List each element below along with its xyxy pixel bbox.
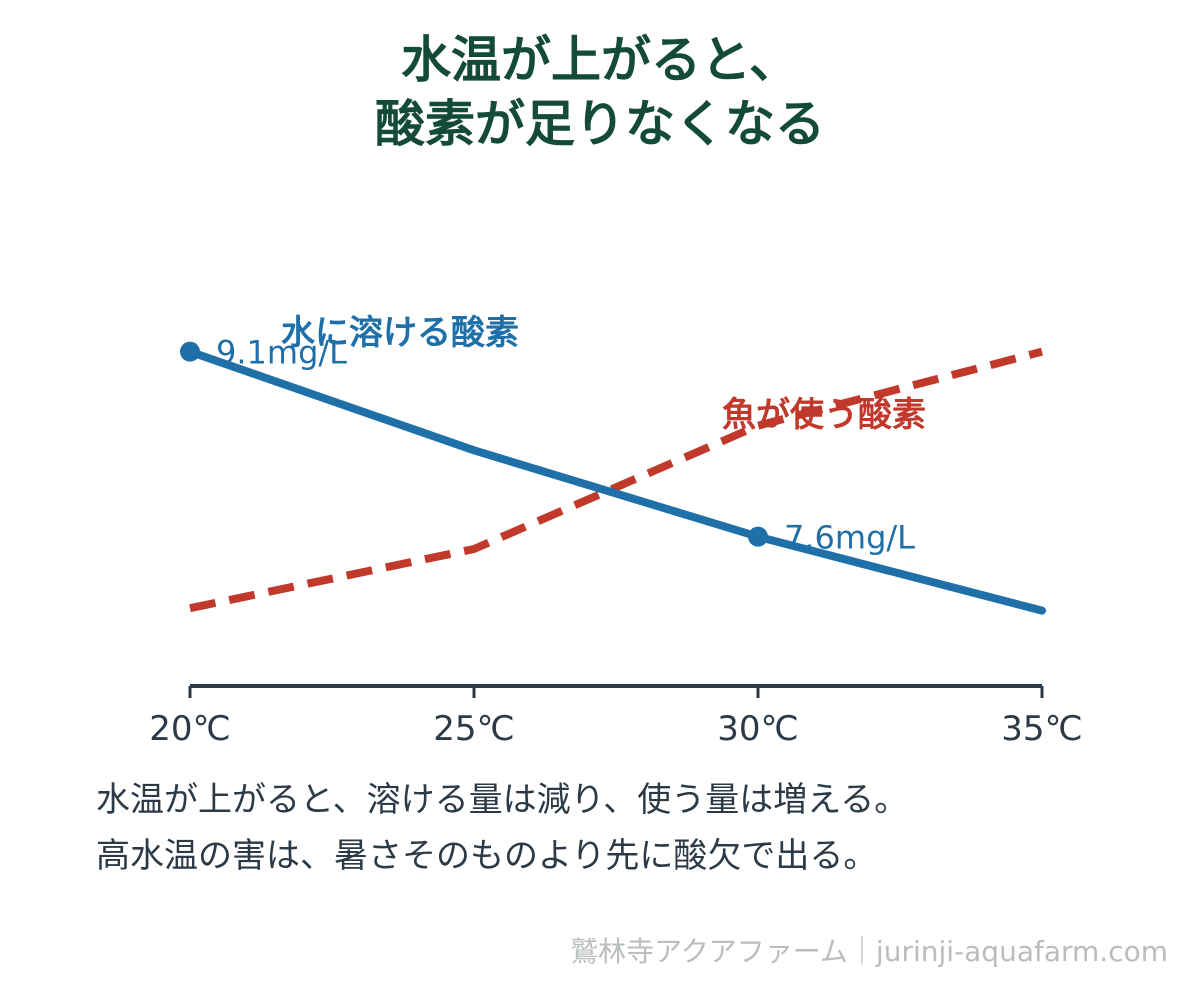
x-tick-label-3: 35℃: [1001, 709, 1082, 749]
data-label-0-0: 9.1mg/L: [216, 334, 347, 372]
data-point-0-0: [180, 341, 200, 362]
caption-line-1: 水温が上がると、溶ける量は減り、使う量は増える。: [96, 780, 909, 820]
x-tick-label-1: 25℃: [433, 709, 514, 749]
series-label-0: 水に溶ける酸素: [281, 313, 519, 353]
series-label-1: 魚が使う酸素: [722, 395, 926, 435]
chart-caption: 水温が上がると、溶ける量は減り、使う量は増える。 高水温の害は、暑さそのものより…: [96, 772, 908, 884]
footer-credit: 鷲林寺アクアファーム｜jurinji-aquafarm.com: [570, 935, 1168, 968]
chart-title: 水温が上がると、 酸素が足りなくなる: [0, 28, 1200, 156]
x-tick-label-2: 30℃: [717, 709, 798, 749]
title-line-1: 水温が上がると、: [401, 31, 799, 89]
caption-line-2: 高水温の害は、暑さそのものより先に酸欠で出る。: [96, 836, 878, 876]
x-tick-label-0: 20℃: [149, 709, 230, 749]
series-line-0: [186, 347, 1046, 615]
series-line-1: [189, 347, 1044, 613]
data-label-0-2: 7.6mg/L: [784, 519, 915, 557]
data-point-0-2: [748, 526, 768, 547]
title-line-2: 酸素が足りなくなる: [375, 95, 825, 153]
